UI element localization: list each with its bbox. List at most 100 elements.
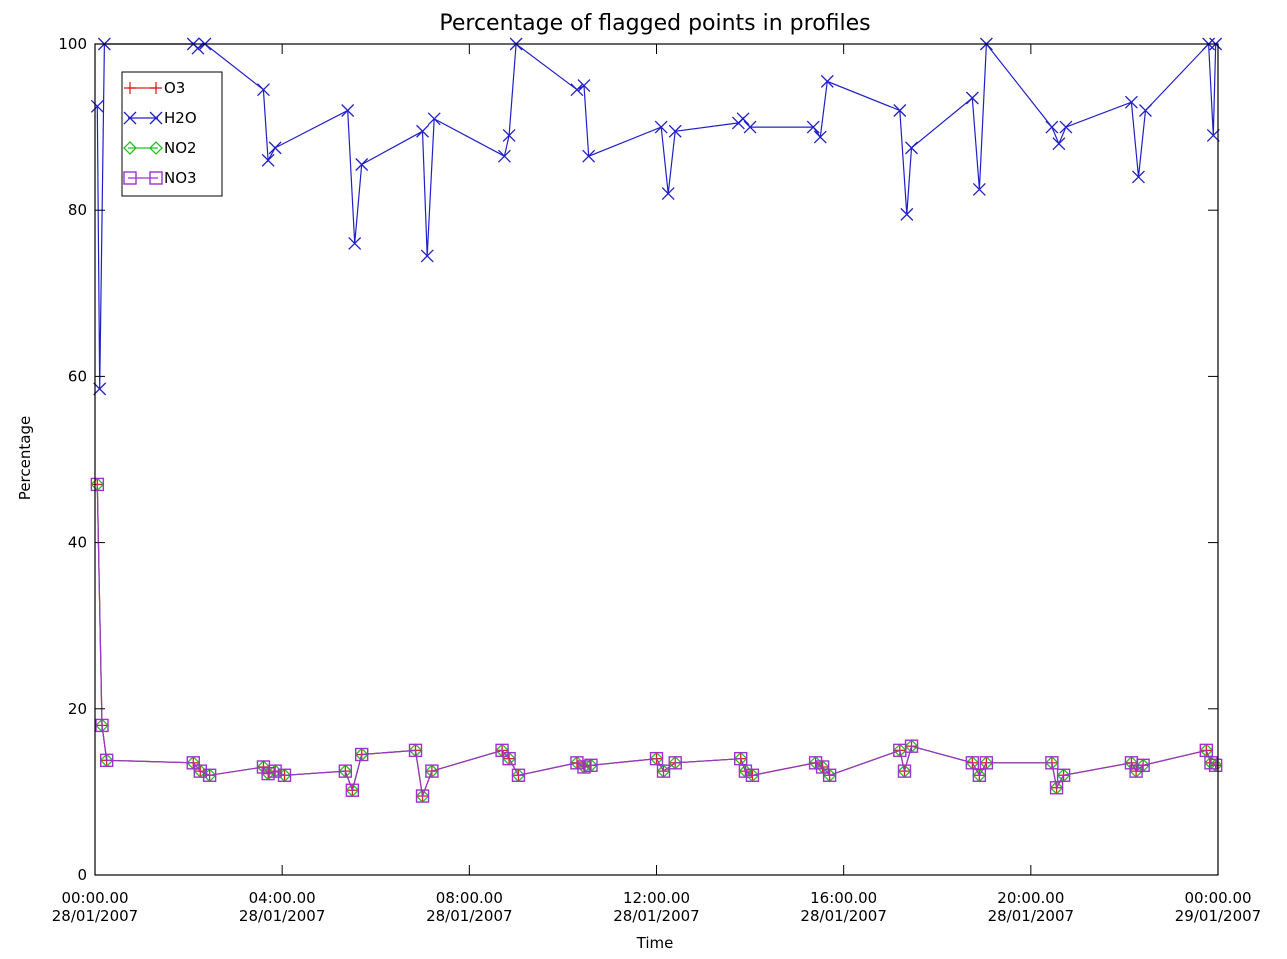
- data-point-h2o-b: [577, 79, 591, 93]
- data-point-no3: [202, 768, 217, 782]
- data-point-no3: [1136, 758, 1150, 773]
- legend-marker: [149, 111, 163, 125]
- data-point-h2o: [661, 187, 675, 201]
- data-point-h2o-b: [654, 120, 668, 134]
- data-point-h2o-b: [355, 158, 369, 171]
- legend-label: NO2: [164, 139, 197, 157]
- data-point-h2o-b: [348, 236, 362, 250]
- data-point-no3: [502, 751, 516, 766]
- x-tick-label-date: 29/01/2007: [1175, 907, 1261, 925]
- legend-entry-h2o: H2O: [123, 109, 197, 127]
- data-point-h2o-b: [900, 207, 914, 221]
- data-point-h2o: [416, 124, 430, 138]
- data-point-no3: [1049, 781, 1064, 795]
- y-tick-label: 80: [68, 201, 87, 219]
- data-point-h2o: [736, 112, 750, 126]
- data-point-h2o: [1059, 120, 1073, 134]
- data-point-no3: [338, 764, 353, 778]
- data-point-h2o-b: [972, 182, 986, 196]
- legend-marker: [123, 111, 137, 125]
- data-point-no3: [261, 766, 275, 781]
- data-point-no3: [345, 783, 360, 797]
- y-tick-label: 20: [68, 700, 87, 718]
- y-tick-label: 60: [68, 367, 87, 385]
- data-point-no3: [897, 764, 912, 778]
- data-point-h2o-b: [261, 153, 275, 167]
- data-point-h2o-b: [743, 120, 757, 134]
- data-point-h2o: [497, 149, 511, 163]
- data-point-h2o-b: [427, 112, 441, 126]
- data-point-h2o-b: [1131, 170, 1145, 184]
- data-point-no3: [99, 753, 114, 768]
- data-point-h2o: [1045, 120, 1059, 134]
- data-point-h2o: [570, 83, 584, 97]
- data-point-h2o-b: [93, 382, 107, 396]
- data-point-h2o-b: [661, 187, 675, 201]
- series-no3: [90, 477, 1223, 803]
- data-point-h2o: [256, 83, 270, 97]
- data-point-no3: [193, 764, 207, 778]
- data-point-h2o-b: [893, 104, 907, 117]
- data-point-h2o: [577, 79, 591, 93]
- data-point-no3: [822, 768, 837, 782]
- data-point-h2o: [582, 149, 596, 163]
- data-point-h2o: [900, 207, 914, 221]
- data-point-h2o: [355, 158, 369, 171]
- data-point-h2o-b: [256, 83, 270, 97]
- data-point-no3: [979, 756, 994, 770]
- series-h2o: [90, 37, 1223, 396]
- legend-marker: [124, 82, 136, 94]
- legend-marker: [123, 171, 137, 185]
- x-tick-label-time: 12:00.00: [623, 889, 690, 907]
- data-point-h2o-b: [1045, 120, 1059, 134]
- legend-marker-b: [149, 111, 163, 125]
- chart-title: Percentage of flagged points in profiles: [439, 11, 870, 36]
- data-point-h2o: [905, 141, 918, 155]
- data-point-h2o-b: [806, 120, 820, 134]
- data-point-no3: [965, 756, 980, 770]
- legend-box: [121, 71, 223, 197]
- data-point-no3: [95, 718, 109, 733]
- legend-entry-no2: NO2: [123, 139, 197, 157]
- data-point-no3: [1056, 768, 1071, 782]
- data-point-h2o: [1206, 128, 1220, 142]
- x-tick-label-date: 28/01/2007: [988, 907, 1074, 925]
- data-point-h2o-b: [813, 130, 827, 144]
- data-point-no3: [577, 760, 591, 774]
- data-point-h2o: [341, 104, 355, 117]
- legend-marker: [123, 141, 137, 155]
- data-point-h2o: [893, 104, 907, 117]
- data-point-h2o-b: [582, 149, 596, 163]
- data-point-no3: [808, 756, 823, 770]
- x-tick-label-time: 16:00.00: [810, 889, 877, 907]
- y-tick-label: 100: [58, 35, 87, 53]
- legend: O3 H2O NO2 NO3: [121, 71, 223, 197]
- data-point-h2o-b: [736, 112, 750, 126]
- data-point-no3: [425, 764, 439, 778]
- data-point-no3: [656, 764, 671, 778]
- data-point-h2o: [813, 130, 827, 144]
- legend-marker: [150, 82, 162, 94]
- data-point-h2o-b: [820, 74, 834, 88]
- data-point-h2o: [427, 112, 441, 126]
- data-point-h2o-b: [268, 141, 282, 155]
- data-point-no3: [1208, 758, 1223, 773]
- data-point-no3: [668, 756, 682, 770]
- data-point-h2o-b: [905, 141, 918, 155]
- data-point-h2o: [420, 249, 434, 263]
- data-point-h2o: [1052, 137, 1066, 151]
- x-tick-label-time: 20:00.00: [997, 889, 1064, 907]
- y-tick-label: 40: [68, 534, 87, 552]
- data-point-no3: [904, 739, 919, 753]
- data-point-h2o: [261, 153, 275, 167]
- data-point-h2o: [90, 99, 104, 113]
- data-point-h2o: [820, 74, 834, 88]
- data-point-h2o-b: [497, 149, 511, 163]
- x-tick-label-date: 28/01/2007: [239, 907, 325, 925]
- data-point-h2o-b: [1124, 95, 1138, 109]
- legend-label: H2O: [164, 109, 197, 127]
- data-point-h2o: [668, 124, 682, 138]
- y-tick-label: 0: [77, 866, 87, 884]
- data-point-h2o-b: [416, 124, 430, 138]
